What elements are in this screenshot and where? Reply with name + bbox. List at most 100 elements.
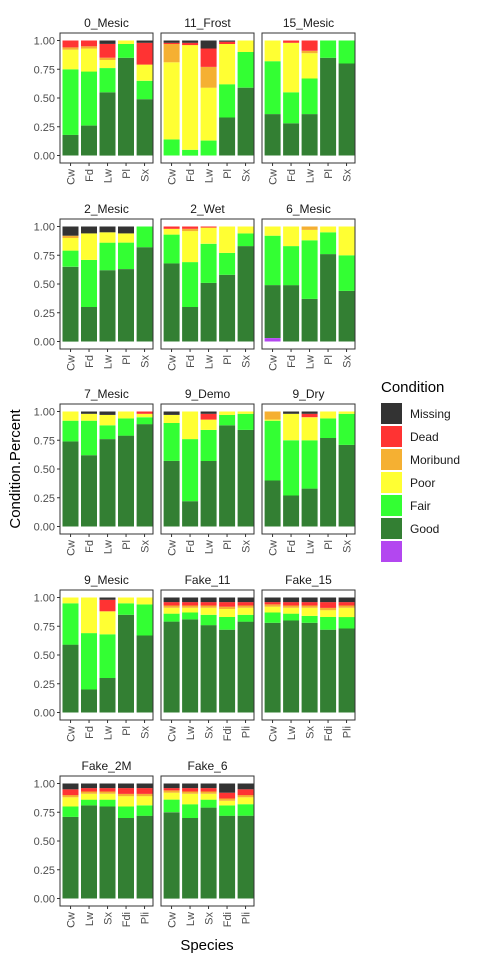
bar-segment-poor bbox=[62, 49, 79, 70]
facet-title: 9_Mesic bbox=[84, 573, 129, 587]
bar-segment-moribund bbox=[219, 606, 236, 609]
facet-title: 2_Mesic bbox=[84, 202, 129, 216]
bar-segment-good bbox=[163, 621, 180, 713]
x-tick-label: Cw bbox=[167, 726, 179, 742]
bar-segment-fair bbox=[338, 255, 355, 291]
facet-panel: 9_Demo Cw Fd Lw Pl Sx bbox=[160, 387, 255, 556]
bar-segment-poor bbox=[118, 233, 134, 243]
bar-segment-fair bbox=[219, 252, 236, 275]
bar-segment-fair bbox=[283, 440, 300, 496]
bar-segment-good bbox=[118, 818, 134, 899]
facet-title: Fake_11 bbox=[185, 573, 231, 587]
bar-segment-poor bbox=[320, 226, 337, 233]
bar-segment-moribund bbox=[200, 605, 217, 608]
bar-segment-poor bbox=[118, 796, 134, 807]
bar-segment-fair bbox=[163, 799, 180, 813]
y-tick-label: 0.00 bbox=[34, 337, 55, 349]
bar-segment-moribund bbox=[163, 43, 180, 63]
bar-segment-fair bbox=[136, 417, 153, 425]
bar-segment-poor bbox=[338, 226, 355, 256]
bar-segment-poor bbox=[182, 45, 199, 150]
bar-segment-fair bbox=[81, 799, 97, 806]
bar-segment-dead bbox=[99, 788, 116, 792]
bar-segment-moribund bbox=[99, 791, 116, 794]
bar-segment-poor bbox=[237, 607, 254, 615]
legend-swatch bbox=[381, 518, 402, 539]
y-tick-label: 0.00 bbox=[34, 522, 55, 534]
bar-segment-missing bbox=[163, 783, 180, 789]
x-tick-label: Lw bbox=[103, 355, 115, 369]
facet-title: 9_Dry bbox=[292, 387, 324, 401]
bar-segment-moribund bbox=[81, 46, 97, 49]
bar-segment-dead bbox=[301, 602, 318, 606]
bar-segment-poor bbox=[264, 606, 281, 613]
bar-segment-poor bbox=[163, 607, 180, 614]
bar-segment-fair bbox=[136, 604, 153, 636]
bar-segment-missing bbox=[163, 597, 180, 603]
x-tick-label: Lw bbox=[204, 540, 216, 554]
y-tick-label: 0.50 bbox=[34, 836, 55, 848]
bar-segment-poor bbox=[182, 411, 199, 440]
x-tick-label: Pl bbox=[222, 540, 234, 550]
bar-segment-poor bbox=[320, 411, 337, 419]
bar-segment-good bbox=[118, 614, 134, 713]
bar-segment-poor bbox=[118, 40, 134, 44]
bar-segment-moribund bbox=[301, 226, 318, 230]
legend-label: Moribund bbox=[410, 453, 460, 467]
bar-segment-good bbox=[62, 644, 79, 713]
bar-segment-fair bbox=[338, 617, 355, 629]
x-tick-label: Fd bbox=[286, 540, 298, 553]
x-tick-label: Cw bbox=[268, 169, 280, 185]
bar-segment-good bbox=[237, 429, 254, 527]
bar-segment-missing bbox=[99, 411, 116, 415]
x-tick-label: Cw bbox=[268, 540, 280, 556]
bar-segment-poor bbox=[338, 411, 355, 414]
bar-segment-moribund bbox=[182, 605, 199, 608]
bar-segment-fair bbox=[163, 234, 180, 264]
facet-panel: 11_Frost Cw Fd Lw Pl Sx bbox=[160, 16, 255, 185]
bar-segment-poor bbox=[264, 40, 281, 62]
bar-segment-fair bbox=[219, 414, 236, 426]
bar-segment-poor bbox=[200, 607, 217, 615]
bar-segment-moribund bbox=[62, 47, 79, 50]
bar-segment-fair bbox=[200, 429, 217, 461]
facet-title: Fake_6 bbox=[187, 759, 227, 773]
bar-segment-fair bbox=[62, 420, 79, 442]
bar-segment-dead bbox=[200, 226, 217, 228]
panel-border bbox=[160, 589, 255, 721]
bar-segment-good bbox=[283, 495, 300, 527]
legend-swatch bbox=[381, 426, 402, 447]
bar-segment-moribund bbox=[62, 235, 79, 238]
bar-segment-fair bbox=[182, 612, 199, 620]
bar-segment-good bbox=[62, 134, 79, 156]
x-tick-label: Fdi bbox=[323, 726, 335, 741]
bar-segment-good bbox=[301, 622, 318, 713]
x-tick-label: Sx bbox=[103, 912, 115, 925]
bar-segment-good bbox=[264, 622, 281, 713]
bar-segment-fair bbox=[99, 68, 116, 93]
bar-segment-fair bbox=[62, 250, 79, 267]
bar-segment-good bbox=[81, 805, 97, 899]
bar-segment-poor bbox=[136, 796, 153, 806]
bar-segment-good bbox=[320, 57, 337, 156]
bar-segment-fair bbox=[81, 259, 97, 307]
bar-segment-missing bbox=[182, 40, 199, 43]
legend-title: Condition bbox=[381, 379, 444, 396]
bar-segment-fair bbox=[283, 613, 300, 621]
bar-segment-fair bbox=[283, 92, 300, 124]
bar-segment-poor bbox=[283, 413, 300, 441]
y-tick-label: 0.25 bbox=[34, 122, 55, 134]
bar-segment-dead bbox=[301, 40, 318, 51]
bar-segment-poor bbox=[62, 597, 79, 604]
bar-segment-poor bbox=[219, 411, 236, 415]
bar-segment-fair bbox=[62, 603, 79, 645]
legend-label: Dead bbox=[410, 430, 439, 444]
bar-segment-fair bbox=[219, 617, 236, 630]
bar-segment-poor bbox=[99, 60, 116, 68]
bar-segment-good bbox=[219, 629, 236, 713]
x-tick-label: Pl bbox=[323, 169, 335, 179]
facet-panel: 9_Dry Cw Fd Lw Pl Sx bbox=[261, 387, 356, 556]
bar-segment-fair bbox=[301, 78, 318, 115]
bar-segment-missing bbox=[99, 226, 116, 233]
bar-segment-good bbox=[81, 455, 97, 527]
